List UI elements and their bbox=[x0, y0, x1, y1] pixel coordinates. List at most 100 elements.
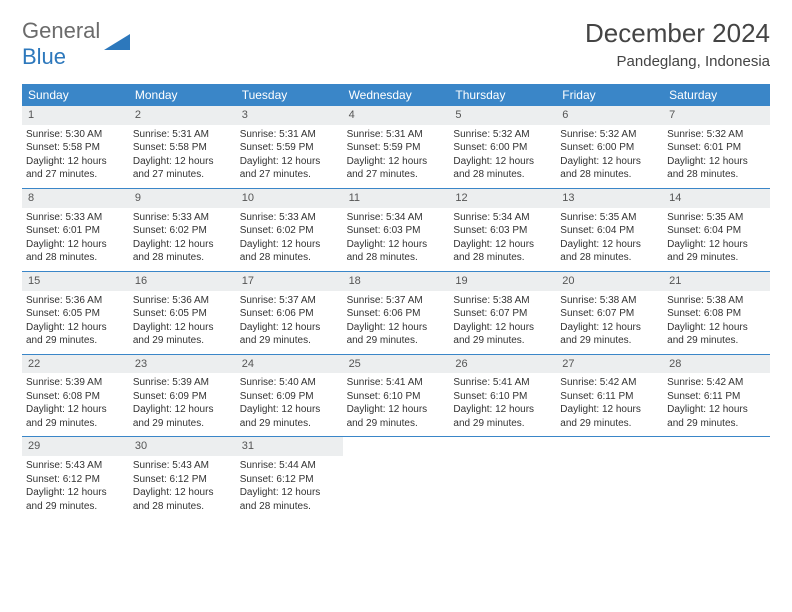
day-number: 6 bbox=[556, 106, 663, 125]
sunset-text: Sunset: 6:11 PM bbox=[560, 390, 659, 404]
day-number: 18 bbox=[343, 272, 450, 291]
day-number: 16 bbox=[129, 272, 236, 291]
daylight-text: Daylight: 12 hours and 28 minutes. bbox=[240, 486, 339, 513]
empty-cell bbox=[663, 437, 770, 519]
daylight-text: Daylight: 12 hours and 29 minutes. bbox=[560, 403, 659, 430]
day-cell: 7Sunrise: 5:32 AMSunset: 6:01 PMDaylight… bbox=[663, 106, 770, 188]
sunset-text: Sunset: 6:01 PM bbox=[667, 141, 766, 155]
sunset-text: Sunset: 6:00 PM bbox=[453, 141, 552, 155]
day-cell: 19Sunrise: 5:38 AMSunset: 6:07 PMDayligh… bbox=[449, 272, 556, 354]
day-cell: 31Sunrise: 5:44 AMSunset: 6:12 PMDayligh… bbox=[236, 437, 343, 519]
day-number: 28 bbox=[663, 355, 770, 374]
daylight-text: Daylight: 12 hours and 29 minutes. bbox=[667, 238, 766, 265]
sunrise-text: Sunrise: 5:33 AM bbox=[133, 211, 232, 225]
day-header: Sunday bbox=[22, 84, 129, 106]
day-number: 4 bbox=[343, 106, 450, 125]
sunrise-text: Sunrise: 5:41 AM bbox=[347, 376, 446, 390]
day-number: 30 bbox=[129, 437, 236, 456]
sunset-text: Sunset: 6:04 PM bbox=[560, 224, 659, 238]
day-cell: 9Sunrise: 5:33 AMSunset: 6:02 PMDaylight… bbox=[129, 189, 236, 271]
sunset-text: Sunset: 6:02 PM bbox=[133, 224, 232, 238]
daylight-text: Daylight: 12 hours and 29 minutes. bbox=[26, 403, 125, 430]
day-cell: 15Sunrise: 5:36 AMSunset: 6:05 PMDayligh… bbox=[22, 272, 129, 354]
sunset-text: Sunset: 6:00 PM bbox=[560, 141, 659, 155]
sunrise-text: Sunrise: 5:42 AM bbox=[667, 376, 766, 390]
sunset-text: Sunset: 5:58 PM bbox=[133, 141, 232, 155]
day-cell: 29Sunrise: 5:43 AMSunset: 6:12 PMDayligh… bbox=[22, 437, 129, 519]
day-number: 5 bbox=[449, 106, 556, 125]
sunrise-text: Sunrise: 5:36 AM bbox=[133, 294, 232, 308]
daylight-text: Daylight: 12 hours and 27 minutes. bbox=[347, 155, 446, 182]
sunrise-text: Sunrise: 5:31 AM bbox=[347, 128, 446, 142]
day-header: Tuesday bbox=[236, 84, 343, 106]
day-cell: 24Sunrise: 5:40 AMSunset: 6:09 PMDayligh… bbox=[236, 355, 343, 437]
day-cell: 13 Sunrise: 5:35 AMSunset: 6:04 PMDayligh… bbox=[556, 189, 663, 271]
daylight-text: Daylight: 12 hours and 28 minutes. bbox=[560, 238, 659, 265]
header: General Blue December 2024 Pandeglang, I… bbox=[22, 18, 770, 70]
day-cell: 17Sunrise: 5:37 AMSunset: 6:06 PMDayligh… bbox=[236, 272, 343, 354]
sunrise-text: Sunrise: 5:38 AM bbox=[667, 294, 766, 308]
day-number: 1 bbox=[22, 106, 129, 125]
empty-cell bbox=[449, 437, 556, 519]
sunset-text: Sunset: 6:03 PM bbox=[453, 224, 552, 238]
sunset-text: Sunset: 6:07 PM bbox=[560, 307, 659, 321]
daylight-text: Daylight: 12 hours and 28 minutes. bbox=[667, 155, 766, 182]
sunset-text: Sunset: 6:09 PM bbox=[240, 390, 339, 404]
sunset-text: Sunset: 6:05 PM bbox=[133, 307, 232, 321]
day-cell: 1Sunrise: 5:30 AMSunset: 5:58 PMDaylight… bbox=[22, 106, 129, 188]
empty-cell bbox=[556, 437, 663, 519]
sunrise-text: Sunrise: 5:43 AM bbox=[26, 459, 125, 473]
day-cell: 5 Sunrise: 5:32 AMSunset: 6:00 PMDaylight… bbox=[449, 106, 556, 188]
sunrise-text: Sunrise: 5:40 AM bbox=[240, 376, 339, 390]
sunrise-text: Sunrise: 5:31 AM bbox=[240, 128, 339, 142]
day-number: 26 bbox=[449, 355, 556, 374]
daylight-text: Daylight: 12 hours and 27 minutes. bbox=[133, 155, 232, 182]
day-cell: 3Sunrise: 5:31 AMSunset: 5:59 PMDaylight… bbox=[236, 106, 343, 188]
day-number: 23 bbox=[129, 355, 236, 374]
daylight-text: Daylight: 12 hours and 28 minutes. bbox=[453, 155, 552, 182]
daylight-text: Daylight: 12 hours and 27 minutes. bbox=[26, 155, 125, 182]
day-number: 25 bbox=[343, 355, 450, 374]
month-title: December 2024 bbox=[585, 18, 770, 49]
day-cell: 11Sunrise: 5:34 AMSunset: 6:03 PMDayligh… bbox=[343, 189, 450, 271]
week-row: 1Sunrise: 5:30 AMSunset: 5:58 PMDaylight… bbox=[22, 106, 770, 189]
daylight-text: Daylight: 12 hours and 29 minutes. bbox=[240, 321, 339, 348]
sunrise-text: Sunrise: 5:34 AM bbox=[453, 211, 552, 225]
sunset-text: Sunset: 5:59 PM bbox=[347, 141, 446, 155]
sunset-text: Sunset: 6:03 PM bbox=[347, 224, 446, 238]
day-cell: 30Sunrise: 5:43 AMSunset: 6:12 PMDayligh… bbox=[129, 437, 236, 519]
logo: General Blue bbox=[22, 18, 130, 70]
week-row: 29Sunrise: 5:43 AMSunset: 6:12 PMDayligh… bbox=[22, 437, 770, 519]
empty-cell bbox=[343, 437, 450, 519]
sunrise-text: Sunrise: 5:39 AM bbox=[133, 376, 232, 390]
sunset-text: Sunset: 6:02 PM bbox=[240, 224, 339, 238]
day-cell: 22Sunrise: 5:39 AMSunset: 6:08 PMDayligh… bbox=[22, 355, 129, 437]
day-number: 14 bbox=[663, 189, 770, 208]
sunset-text: Sunset: 6:12 PM bbox=[26, 473, 125, 487]
day-cell: 14Sunrise: 5:35 AMSunset: 6:04 PMDayligh… bbox=[663, 189, 770, 271]
daylight-text: Daylight: 12 hours and 29 minutes. bbox=[667, 403, 766, 430]
sunset-text: Sunset: 6:06 PM bbox=[347, 307, 446, 321]
day-number: 10 bbox=[236, 189, 343, 208]
sunrise-text: Sunrise: 5:31 AM bbox=[133, 128, 232, 142]
daylight-text: Daylight: 12 hours and 29 minutes. bbox=[560, 321, 659, 348]
sunrise-text: Sunrise: 5:35 AM bbox=[560, 211, 659, 225]
day-cell: 2Sunrise: 5:31 AMSunset: 5:58 PMDaylight… bbox=[129, 106, 236, 188]
day-number: 31 bbox=[236, 437, 343, 456]
day-number: 13 bbox=[556, 189, 663, 208]
day-cell: 12Sunrise: 5:34 AMSunset: 6:03 PMDayligh… bbox=[449, 189, 556, 271]
week-row: 22Sunrise: 5:39 AMSunset: 6:08 PMDayligh… bbox=[22, 355, 770, 438]
day-header: Wednesday bbox=[343, 84, 450, 106]
day-number: 11 bbox=[343, 189, 450, 208]
day-cell: 16Sunrise: 5:36 AMSunset: 6:05 PMDayligh… bbox=[129, 272, 236, 354]
day-number: 7 bbox=[663, 106, 770, 125]
sunrise-text: Sunrise: 5:32 AM bbox=[453, 128, 552, 142]
sunset-text: Sunset: 6:12 PM bbox=[133, 473, 232, 487]
day-number: 15 bbox=[22, 272, 129, 291]
sunset-text: Sunset: 6:11 PM bbox=[667, 390, 766, 404]
sunset-text: Sunset: 5:59 PM bbox=[240, 141, 339, 155]
sunrise-text: Sunrise: 5:44 AM bbox=[240, 459, 339, 473]
day-number: 27 bbox=[556, 355, 663, 374]
day-header: Saturday bbox=[663, 84, 770, 106]
sunset-text: Sunset: 6:10 PM bbox=[347, 390, 446, 404]
